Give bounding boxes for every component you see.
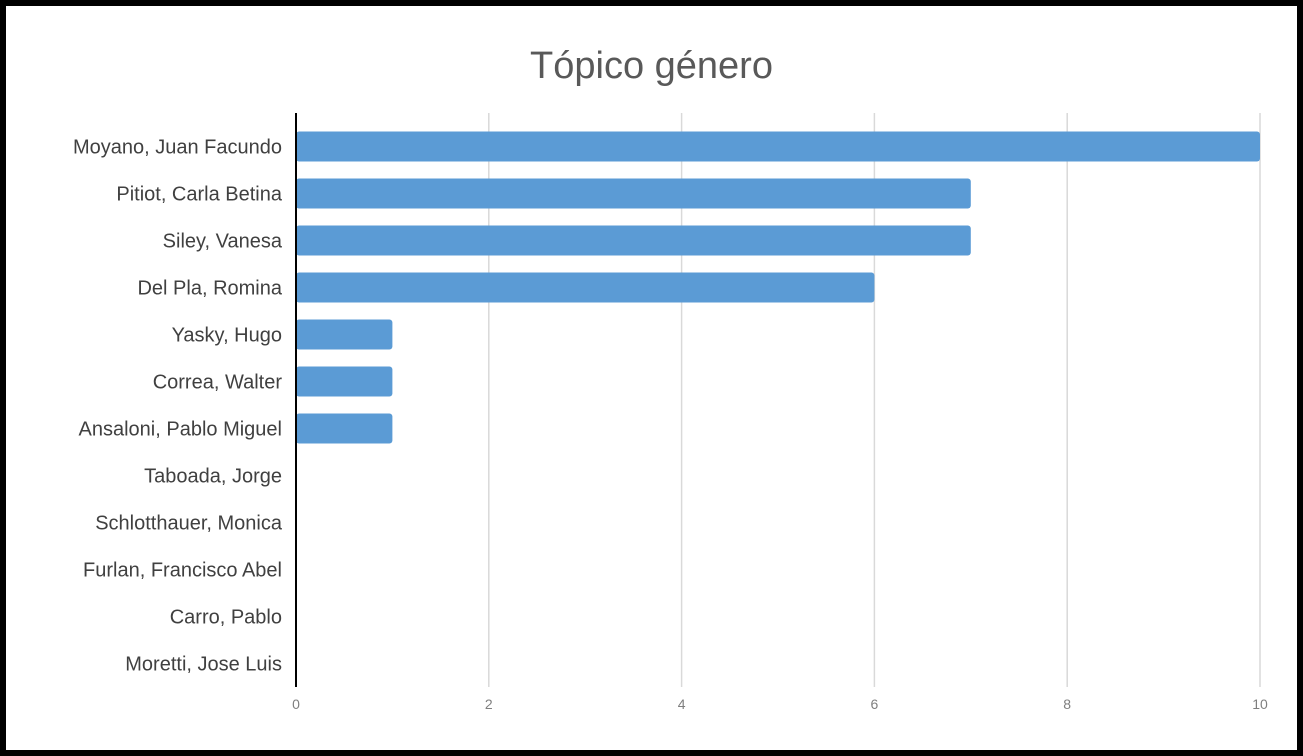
- category-label: Schlotthauer, Monica: [95, 513, 283, 535]
- bar: [296, 178, 971, 209]
- category-label: Yasky, Hugo: [172, 325, 282, 347]
- category-label: Del Pla, Romina: [137, 278, 282, 300]
- x-tick-label: 6: [871, 696, 879, 712]
- bars: [296, 131, 1260, 444]
- category-label: Carro, Pablo: [170, 607, 282, 629]
- bar: [296, 413, 393, 444]
- category-label: Correa, Walter: [153, 372, 283, 394]
- x-tick-label: 10: [1252, 696, 1268, 712]
- bar: [296, 366, 393, 397]
- category-label: Furlan, Francisco Abel: [83, 560, 282, 582]
- x-tick-label: 0: [292, 696, 300, 712]
- category-label: Siley, Vanesa: [163, 231, 283, 253]
- category-label: Pitiot, Carla Betina: [116, 184, 283, 206]
- category-labels: Moyano, Juan Facundo Pitiot, Carla Betina…: [73, 137, 283, 676]
- tick-labels: 0 2 4 6 8 10: [292, 696, 1268, 712]
- bar: [296, 225, 971, 256]
- bar: [296, 131, 1260, 162]
- category-label: Moyano, Juan Facundo: [73, 137, 282, 159]
- x-tick-label: 8: [1063, 696, 1071, 712]
- bar: [296, 272, 875, 303]
- category-label: Ansaloni, Pablo Miguel: [79, 419, 282, 441]
- x-tick-label: 4: [678, 696, 686, 712]
- x-tick-label: 2: [485, 696, 493, 712]
- bar: [296, 319, 393, 350]
- grid-lines: [488, 113, 1261, 687]
- chart-title: Tópico género: [530, 45, 773, 87]
- category-label: Moretti, Jose Luis: [125, 654, 282, 676]
- category-label: Taboada, Jorge: [144, 466, 282, 488]
